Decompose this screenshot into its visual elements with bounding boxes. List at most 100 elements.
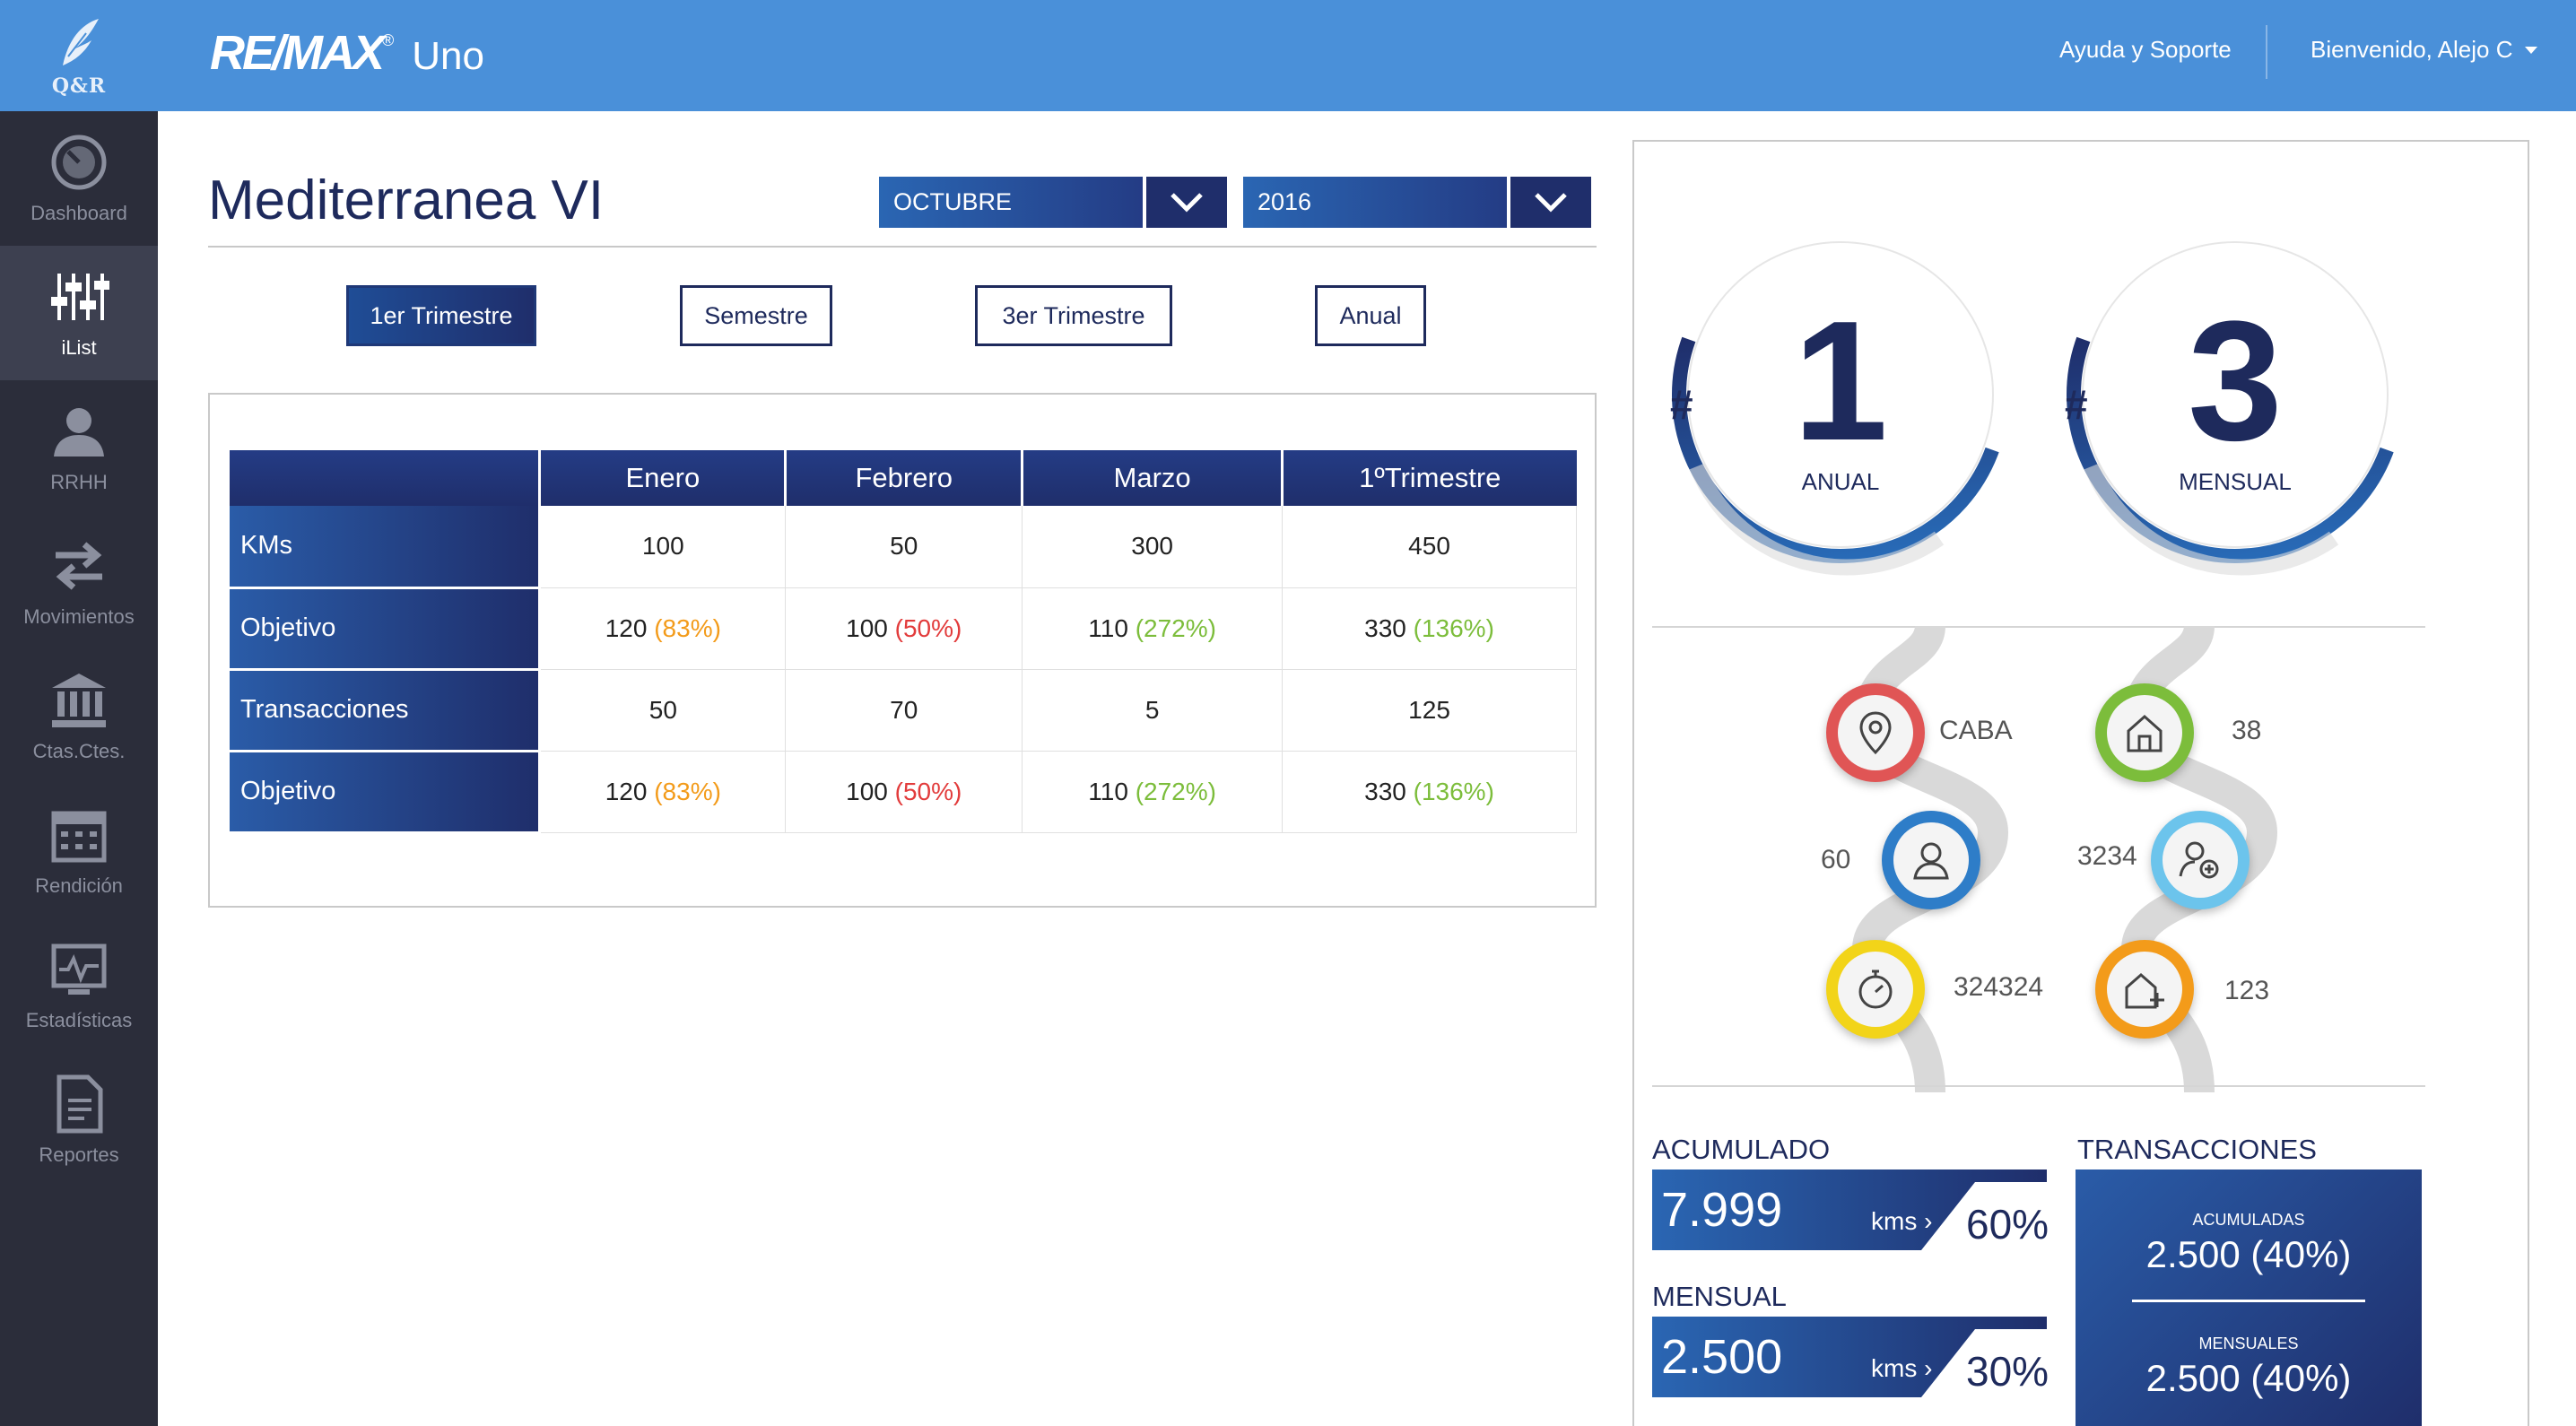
rank-hash: # — [1670, 381, 1693, 428]
period-anual-button[interactable]: Anual — [1315, 285, 1426, 346]
cell-percent: (50%) — [894, 777, 962, 805]
accumulated-kms-value: 7.999 — [1661, 1183, 1783, 1237]
monthly-kms-unit: kms › — [1871, 1354, 1932, 1383]
cell-value: 110 — [1088, 777, 1128, 805]
period-3er-trimestre-button[interactable]: 3er Trimestre — [975, 285, 1172, 346]
trans-accum-value: 2.500 (40%) — [2145, 1233, 2352, 1275]
monthly-kms-bar[interactable]: 2.500 kms › 30% — [1652, 1317, 2049, 1397]
stats-panel: # 1 ANUAL # 3 MENSUAL CABA 60 324324 38 — [1632, 140, 2529, 1426]
sidebar-item-rrhh[interactable]: RRHH — [0, 380, 158, 515]
table-cell: 125 — [1282, 669, 1577, 752]
house-stat-text: 38 — [2232, 716, 2262, 745]
accumulated-kms-unit: kms › — [1871, 1207, 1932, 1236]
sidebar-item-ctas-ctes[interactable]: Ctas.Ctes. — [0, 649, 158, 784]
sidebar-item-label: Reportes — [39, 1143, 119, 1166]
trans-month-caption: MENSUALES — [2198, 1335, 2299, 1352]
table-header-cell: Febrero — [785, 450, 1024, 506]
caret-down-icon — [2525, 46, 2538, 54]
app-logo[interactable]: Q&R — [0, 0, 158, 111]
panel-divider — [1652, 1085, 2425, 1087]
sidebar-item-movimientos[interactable]: Movimientos — [0, 515, 158, 649]
sidebar: Q&R Dashboard iList RRHH — [0, 0, 158, 1426]
table-cell: 70 — [785, 669, 1023, 752]
brand-sub: Uno — [412, 34, 484, 78]
sidebar-item-estadisticas[interactable]: Estadísticas — [0, 918, 158, 1053]
table-cell: 110 (272%) — [1022, 751, 1284, 833]
logo-text: Q&R — [51, 74, 107, 98]
cell-percent: (83%) — [654, 613, 721, 642]
row-label: Objetivo — [230, 587, 542, 671]
cell-value: 330 — [1364, 613, 1406, 642]
sidebar-item-reportes[interactable]: Reportes — [0, 1053, 158, 1187]
table-row: KMs 100 50 300 450 — [230, 506, 1577, 589]
bank-icon — [52, 674, 106, 727]
monthly-title: MENSUAL — [1652, 1281, 1787, 1312]
chevron-right-icon: › — [1924, 1207, 1933, 1235]
monthly-kms-value: 2.500 — [1661, 1330, 1783, 1384]
month-select[interactable]: OCTUBRE — [879, 177, 1227, 228]
sidebar-item-rendicion[interactable]: Rendición — [0, 784, 158, 918]
row-label: Transacciones — [230, 669, 542, 752]
accumulated-title: ACUMULADO — [1652, 1134, 1831, 1165]
chevron-right-icon: › — [1924, 1354, 1933, 1382]
kms-bar-bg — [1652, 1169, 2047, 1250]
transactions-box: ACUMULADAS 2.500 (40%) MENSUALES 2.500 (… — [2076, 1169, 2422, 1426]
timer-stat-text: 324324 — [1954, 972, 2044, 1002]
person-stat-text: 60 — [1821, 845, 1851, 874]
year-select[interactable]: 2016 — [1243, 177, 1591, 228]
cell-percent: (83%) — [654, 777, 721, 805]
document-icon — [57, 1074, 103, 1134]
top-header: RE/MAX ® Uno Ayuda y Soporte Bienvenido,… — [158, 0, 2576, 111]
table-row: Objetivo 120 (83%) 100 (50%) 110 (272%) … — [230, 587, 1577, 671]
table-header-cell: Marzo — [1022, 450, 1284, 506]
row-label: Objetivo — [230, 751, 542, 834]
table-cell: 330 (136%) — [1282, 751, 1577, 833]
sliders-icon — [51, 274, 109, 320]
period-semestre-button[interactable]: Semestre — [680, 285, 832, 346]
trans-accum-caption: ACUMULADAS — [2192, 1211, 2305, 1229]
transactions-title: TRANSACCIONES — [2077, 1134, 2317, 1165]
brand-name: RE/MAX — [210, 26, 385, 80]
year-select-value: 2016 — [1243, 177, 1507, 228]
annual-rank-number: 1 — [1793, 286, 1888, 476]
monthly-ranking: # 3 MENSUAL — [2038, 197, 2432, 592]
location-stat — [1826, 683, 1925, 782]
user-greeting: Bienvenido, Alejo C — [2311, 36, 2513, 63]
table-cell: 100 (50%) — [785, 587, 1023, 670]
table-cell: 110 (272%) — [1022, 587, 1284, 670]
brand-logo[interactable]: RE/MAX ® Uno — [210, 25, 484, 81]
page-title: Mediterranea VI — [208, 170, 605, 231]
house-stat — [2095, 683, 2194, 782]
year-select-toggle[interactable] — [1510, 177, 1591, 228]
trans-month-value: 2.500 (40%) — [2145, 1357, 2352, 1399]
table-cell: 120 (83%) — [539, 587, 787, 670]
sidebar-item-ilist[interactable]: iList — [0, 246, 158, 380]
cell-value: 110 — [1088, 613, 1128, 642]
month-select-toggle[interactable] — [1146, 177, 1227, 228]
cell-percent: (136%) — [1413, 777, 1494, 805]
accumulated-kms-bar[interactable]: 7.999 kms › 60% — [1652, 1169, 2049, 1250]
sidebar-item-label: Estadísticas — [25, 1009, 133, 1031]
chevron-down-icon — [1535, 192, 1567, 213]
person-add-stat — [2151, 811, 2250, 909]
cell-percent: (272%) — [1135, 613, 1216, 642]
person-add-stat-text: 3234 — [2077, 841, 2137, 871]
accumulated-kms-percent: 60% — [1966, 1201, 2049, 1248]
period-1er-trimestre-button[interactable]: 1er Trimestre — [346, 285, 536, 346]
row-label: KMs — [230, 506, 542, 589]
cell-value: 100 — [846, 613, 888, 642]
help-support-link[interactable]: Ayuda y Soporte — [2059, 36, 2232, 63]
location-stat-text: CABA — [1939, 716, 2013, 745]
chevron-down-icon — [1171, 192, 1203, 213]
cell-value: 100 — [846, 777, 888, 805]
cell-percent: (50%) — [894, 613, 962, 642]
cell-percent: (272%) — [1135, 777, 1216, 805]
monthly-rank-label: MENSUAL — [2179, 468, 2292, 495]
rank-hash: # — [2065, 381, 2088, 428]
location-pin-icon — [1859, 711, 1892, 755]
calendar-icon — [51, 811, 107, 863]
user-menu[interactable]: Bienvenido, Alejo C — [2311, 36, 2538, 64]
table-cell: 330 (136%) — [1282, 587, 1577, 670]
sidebar-item-dashboard[interactable]: Dashboard — [0, 111, 158, 246]
stopwatch-icon — [1858, 970, 1893, 1009]
